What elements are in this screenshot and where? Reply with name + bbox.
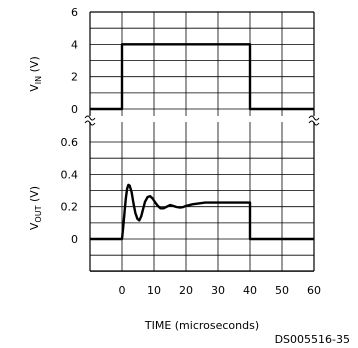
axes (84, 11, 320, 272)
y-axis-label-vin-main: V (28, 84, 41, 92)
axis-break-gap (89, 116, 315, 122)
y-axis-label-vout: VOUT (V) (28, 186, 43, 230)
y-tick-label-vin: 2 (71, 71, 78, 84)
figure-code: DS005516-35 (274, 333, 350, 346)
y-tick-label-vout: 0.2 (61, 201, 79, 214)
x-tick-label: 30 (211, 284, 225, 297)
y-tick-label-vin: 4 (71, 38, 78, 51)
y-tick-label-vout: 0 (71, 233, 78, 246)
y-tick-label-vin: 6 (71, 6, 78, 19)
x-tick-label: 60 (307, 284, 321, 297)
axis-break-left (84, 115, 96, 126)
x-tick-label: 0 (119, 284, 126, 297)
x-tick-label: 10 (147, 284, 161, 297)
y-axis-label-vin-sub: IN (34, 76, 43, 84)
series (90, 43, 314, 241)
y-tick-label-vin: 0 (71, 103, 78, 116)
y-tick-label-vout: 0.4 (61, 168, 79, 181)
y-axis-label-vin-unit: (V) (28, 56, 41, 76)
y-axis-label-vout-unit: (V) (28, 186, 41, 206)
axis-break-right (308, 115, 320, 126)
vin-series-line (90, 43, 314, 111)
x-tick-label: 50 (275, 284, 289, 297)
x-tick-label: 40 (243, 284, 257, 297)
x-tick-label: 20 (179, 284, 193, 297)
y-axis-label-vout-main: V (28, 222, 41, 230)
y-axis-label-vout-sub: OUT (34, 205, 43, 222)
x-axis-label: TIME (microseconds) (144, 319, 259, 332)
vout-series-line (90, 183, 314, 241)
y-tick-label-vout: 0.6 (61, 136, 79, 149)
y-axis-label-vin: VIN (V) (28, 56, 43, 91)
